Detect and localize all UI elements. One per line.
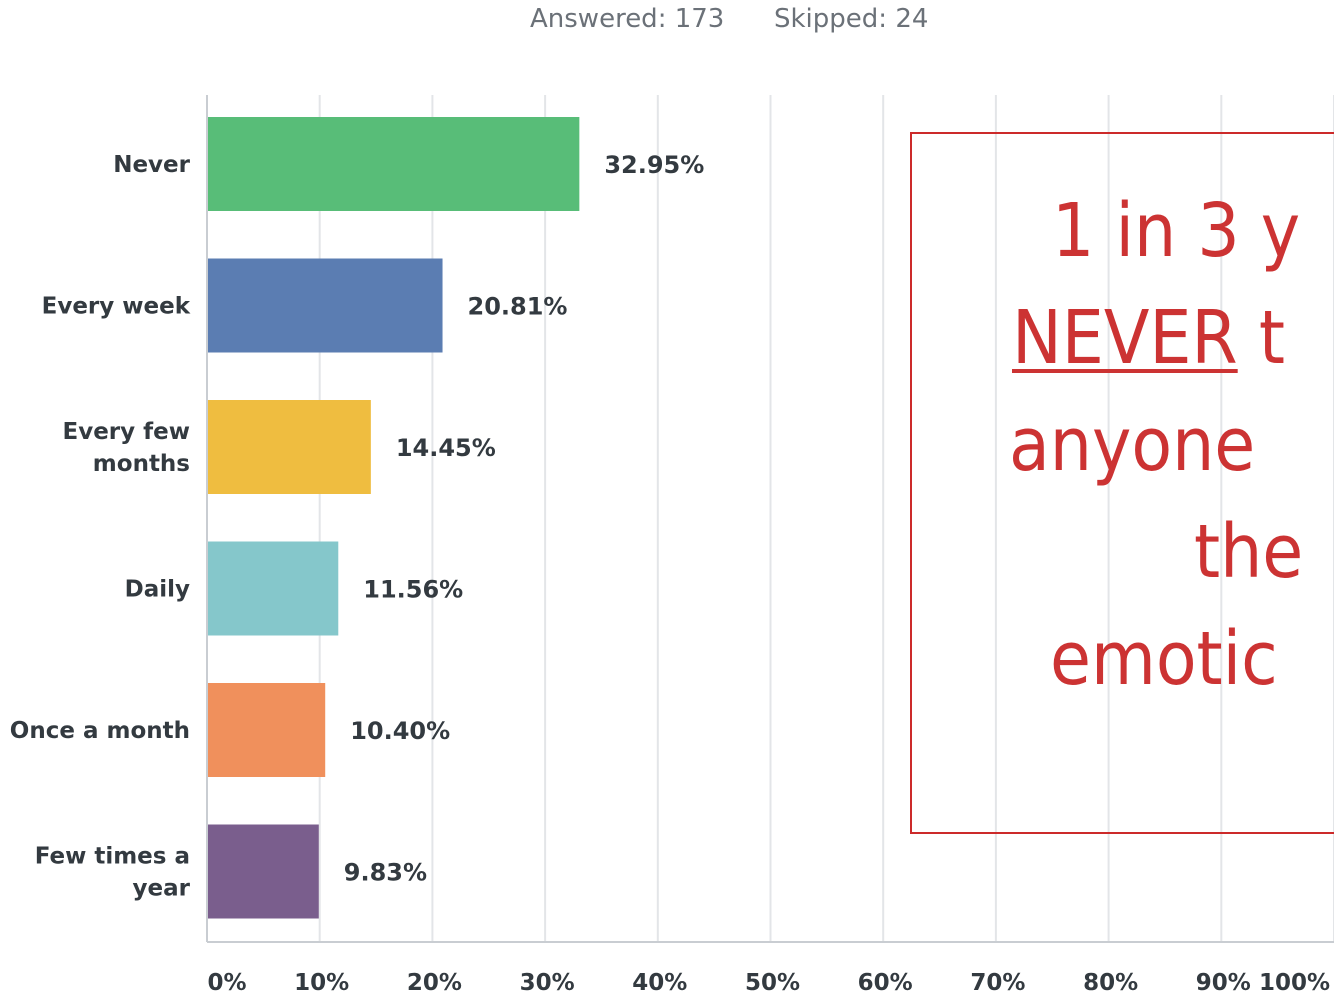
callout-text: 1 in 3 y NEVER t anyone the emotic xyxy=(1009,178,1334,713)
callout-line-2: NEVER t xyxy=(1012,285,1334,392)
value-label-3: 11.56% xyxy=(363,576,463,604)
highlight-callout: 1 in 3 y NEVER t anyone the emotic xyxy=(910,132,1334,834)
callout-never-emphasis: NEVER xyxy=(1012,295,1238,381)
category-label-2-line-0: Every few xyxy=(63,419,191,445)
x-tick-label-70: 70% xyxy=(970,970,1025,993)
bar-2 xyxy=(208,400,371,494)
x-tick-label-80: 80% xyxy=(1083,970,1138,993)
gridlines xyxy=(318,95,1334,942)
axes xyxy=(206,95,1334,943)
x-tick-label-60: 60% xyxy=(858,970,913,993)
bars xyxy=(208,117,580,919)
category-label-0: Never xyxy=(113,152,190,178)
x-tick-label-0: 0% xyxy=(207,970,246,993)
x-tick-label-50: 50% xyxy=(745,970,800,993)
x-tick-label-20: 20% xyxy=(407,970,462,993)
callout-line-2-rest: t xyxy=(1237,295,1285,381)
x-tick-label-30: 30% xyxy=(520,970,575,993)
response-stats: Answered: 173 Skipped: 24 xyxy=(0,4,1334,40)
labels: 0% 10% 20% 30% 40% 50% 60% 70% 80% 90% 100% 32.95% N… xyxy=(10,151,1330,993)
bar-1 xyxy=(208,258,443,353)
value-label-0: 32.95% xyxy=(604,151,704,179)
callout-line-5: emotic xyxy=(1050,616,1278,702)
category-label-2-line-1: months xyxy=(93,451,190,477)
x-tick-label-40: 40% xyxy=(632,970,687,993)
callout-line-4: the xyxy=(1194,509,1304,595)
bar-4 xyxy=(208,683,326,777)
category-label-1: Every week xyxy=(42,294,191,320)
category-label-5-line-1: year xyxy=(133,876,191,902)
category-label-5-line-0: Few times a xyxy=(35,844,190,870)
bar-0 xyxy=(208,117,580,211)
x-tick-label-10: 10% xyxy=(294,970,349,993)
x-tick-label-90: 90% xyxy=(1196,970,1251,993)
skipped-count: Skipped: 24 xyxy=(774,4,929,34)
callout-line-3: anyone xyxy=(1009,402,1256,488)
answered-count: Answered: 173 xyxy=(530,4,725,34)
bar-5 xyxy=(208,824,319,919)
category-label-3: Daily xyxy=(125,577,190,603)
category-label-4: Once a month xyxy=(10,718,190,744)
value-label-4: 10.40% xyxy=(350,717,450,745)
value-label-5: 9.83% xyxy=(344,859,427,887)
callout-line-1: 1 in 3 y xyxy=(1052,188,1301,274)
bar-3 xyxy=(208,541,339,636)
value-label-1: 20.81% xyxy=(468,293,568,321)
value-label-2: 14.45% xyxy=(396,434,496,462)
x-tick-label-100: 100% xyxy=(1259,970,1330,993)
